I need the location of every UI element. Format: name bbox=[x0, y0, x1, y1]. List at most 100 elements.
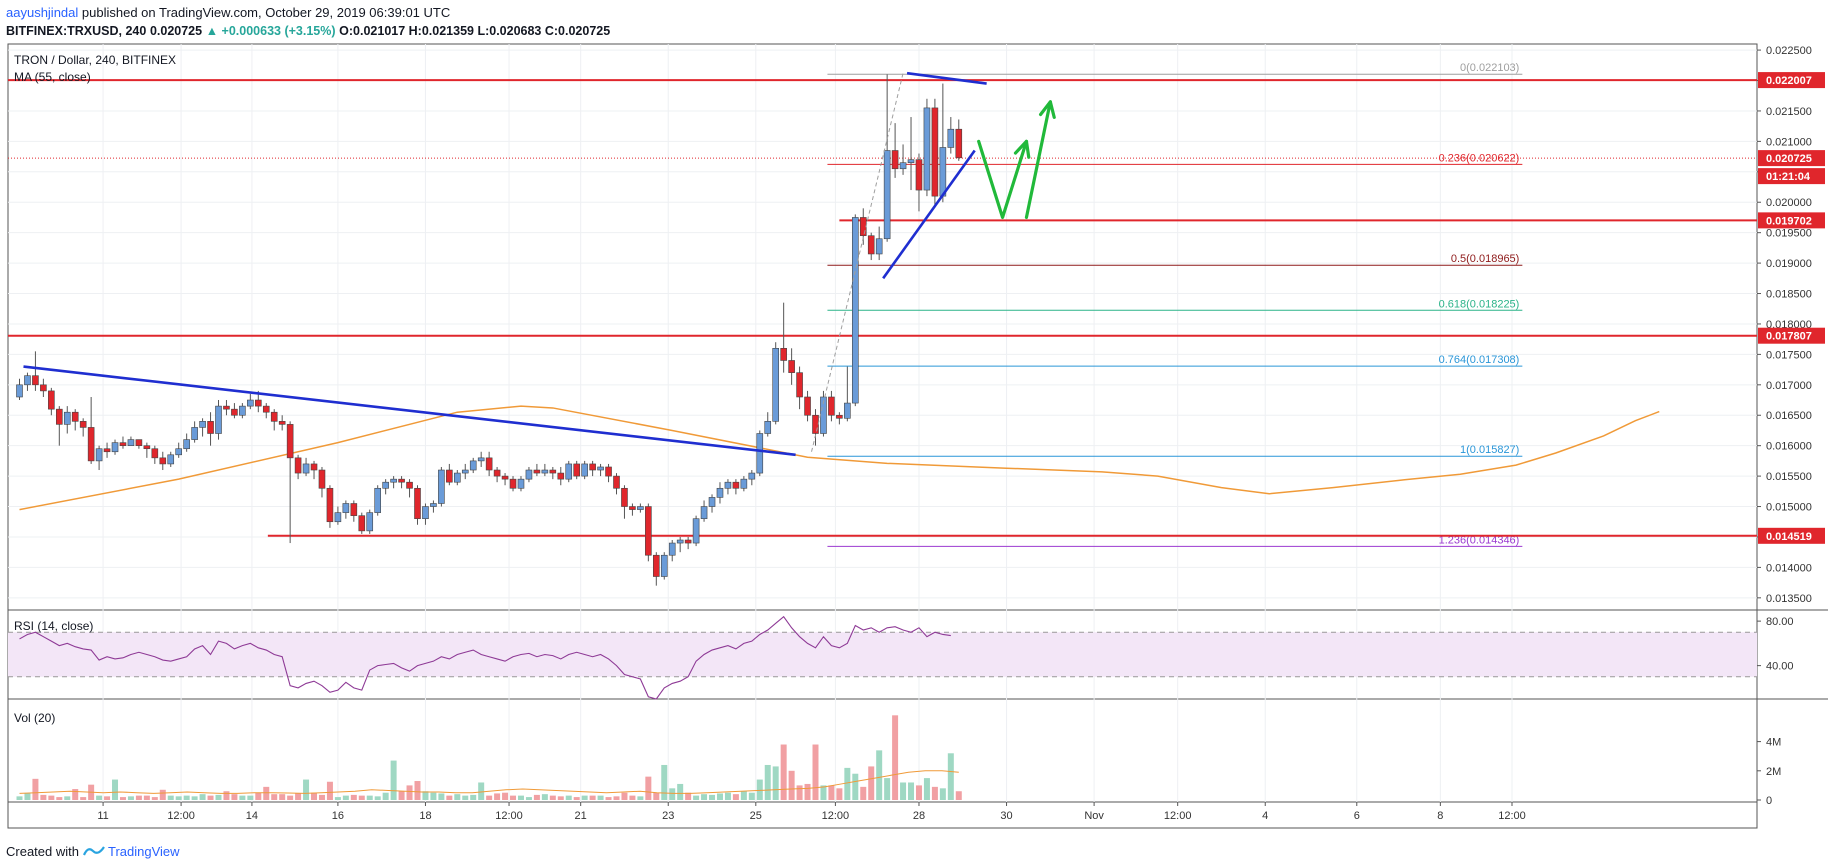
candle bbox=[71, 411, 79, 422]
volume-bar bbox=[525, 797, 532, 800]
volume-bar bbox=[860, 786, 867, 800]
volume-tick-label: 4M bbox=[1766, 737, 1781, 749]
fib-level-label: 0.764(0.017308) bbox=[1439, 354, 1520, 366]
volume-bar bbox=[454, 794, 461, 800]
volume-bar bbox=[255, 792, 262, 800]
candle bbox=[430, 503, 437, 507]
volume-bar bbox=[780, 744, 787, 800]
volume-bar bbox=[135, 795, 142, 800]
price-tick-label: 0.020000 bbox=[1766, 197, 1812, 209]
price-level-tag: 0.017807 bbox=[1766, 331, 1812, 343]
volume-bar bbox=[64, 796, 71, 800]
time-tick-label: 12:00 bbox=[822, 810, 850, 822]
volume-bar bbox=[955, 791, 962, 800]
candle bbox=[390, 478, 397, 483]
candle bbox=[756, 433, 764, 474]
trendline bbox=[23, 365, 796, 457]
current-price-tag: 0.020725 bbox=[1766, 153, 1812, 165]
candle bbox=[135, 439, 143, 446]
volume-bar bbox=[892, 715, 899, 800]
volume-bar bbox=[820, 785, 827, 800]
candle bbox=[199, 421, 206, 428]
candle bbox=[247, 399, 254, 407]
candle bbox=[581, 463, 588, 477]
volume-bar bbox=[56, 797, 63, 800]
candle bbox=[780, 348, 787, 361]
fib-level-label: 0(0.022103) bbox=[1460, 62, 1519, 74]
candle bbox=[32, 375, 39, 386]
candle bbox=[525, 469, 533, 480]
price-tick-label: 0.022500 bbox=[1766, 45, 1812, 57]
candle bbox=[151, 448, 159, 459]
author-link[interactable]: aayushjindal bbox=[6, 5, 79, 20]
volume-bar bbox=[446, 795, 453, 800]
candle bbox=[844, 402, 851, 419]
candle bbox=[270, 411, 278, 422]
candle bbox=[955, 128, 963, 159]
candle bbox=[501, 475, 509, 480]
candle bbox=[652, 554, 660, 577]
projection-arrowhead bbox=[1013, 139, 1031, 159]
candle bbox=[772, 348, 780, 422]
candle bbox=[517, 478, 525, 489]
trendline bbox=[906, 71, 987, 85]
volume-bar bbox=[215, 794, 222, 800]
volume-bar bbox=[653, 792, 660, 800]
candle bbox=[382, 481, 389, 489]
volume-bar bbox=[589, 795, 596, 800]
time-tick-label: 21 bbox=[575, 810, 587, 822]
volume-bar bbox=[470, 794, 477, 800]
price-level-tag: 0.022007 bbox=[1766, 75, 1812, 87]
footer: Created with TradingView bbox=[6, 843, 180, 861]
price-tick-label: 0.013500 bbox=[1766, 593, 1812, 605]
volume-bar bbox=[207, 795, 214, 800]
projection-path bbox=[977, 139, 1029, 220]
candle bbox=[167, 454, 175, 465]
time-tick-label: 12:00 bbox=[495, 810, 523, 822]
chart-frame bbox=[7, 43, 1758, 829]
volume-bar bbox=[112, 779, 119, 800]
symbol-line: BITFINEX:TRXUSD, 240 bbox=[6, 24, 147, 38]
volume-bar bbox=[350, 794, 357, 800]
volume-bar bbox=[549, 795, 556, 800]
volume-bar bbox=[303, 779, 310, 800]
candle bbox=[676, 539, 684, 544]
candle bbox=[461, 469, 469, 474]
chart-header: aayushjindal published on TradingView.co… bbox=[6, 4, 610, 40]
volume-legend: Vol (20) bbox=[14, 711, 55, 725]
candle bbox=[215, 405, 222, 434]
volume-bar bbox=[414, 781, 421, 800]
time-tick-label: 25 bbox=[750, 810, 762, 822]
candle bbox=[939, 147, 947, 197]
volume-bar bbox=[621, 792, 628, 800]
candle bbox=[183, 439, 190, 450]
candle bbox=[278, 421, 286, 425]
volume-bar bbox=[908, 782, 915, 800]
time-tick-label: 11 bbox=[97, 810, 108, 822]
price-tick-label: 0.021000 bbox=[1766, 136, 1812, 148]
tradingview-brand-link[interactable]: TradingView bbox=[108, 844, 180, 859]
candle bbox=[342, 503, 350, 513]
candle bbox=[891, 150, 899, 170]
candle bbox=[453, 472, 461, 483]
candle bbox=[557, 472, 565, 480]
price-level-tag: 0.014519 bbox=[1766, 531, 1812, 543]
volume-bar bbox=[900, 782, 907, 800]
candle bbox=[899, 162, 907, 170]
volume-bar bbox=[541, 794, 548, 800]
volume-bar bbox=[677, 783, 684, 800]
volume-bar bbox=[939, 788, 946, 800]
volume-bar bbox=[517, 795, 524, 800]
volume-bar bbox=[931, 786, 938, 800]
projection-path bbox=[1024, 100, 1052, 220]
price-tick-label: 0.015500 bbox=[1766, 471, 1812, 483]
candle bbox=[406, 481, 413, 489]
volume-bar bbox=[159, 789, 166, 800]
candle bbox=[597, 466, 604, 471]
candle bbox=[55, 408, 63, 425]
candle bbox=[111, 442, 119, 453]
volume-bar bbox=[868, 766, 875, 800]
volume-bar bbox=[828, 785, 835, 800]
candle bbox=[533, 469, 541, 474]
